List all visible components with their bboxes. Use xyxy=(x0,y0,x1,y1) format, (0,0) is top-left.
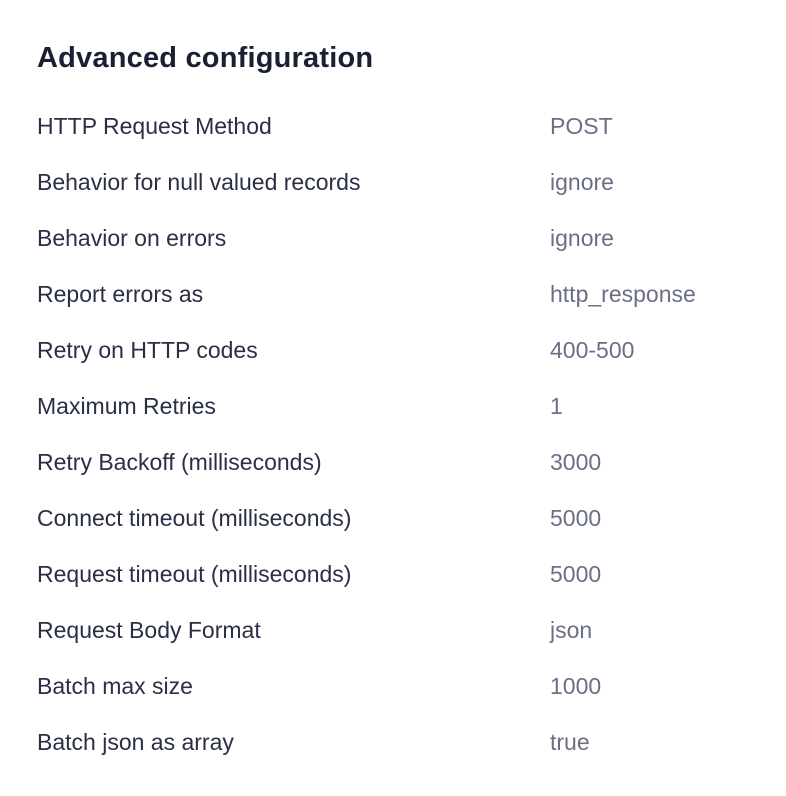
config-row-label: Behavior for null valued records xyxy=(37,169,361,195)
config-row-label: Batch max size xyxy=(37,673,193,699)
config-row: Behavior for null valued records ignore xyxy=(37,154,756,210)
config-row: HTTP Request Method POST xyxy=(37,98,756,154)
config-row-label: Behavior on errors xyxy=(37,225,227,251)
config-row: Batch max size 1000 xyxy=(37,658,756,714)
advanced-configuration-panel: Advanced configuration HTTP Request Meth… xyxy=(37,42,756,770)
config-row-value: 5000 xyxy=(550,505,602,531)
section-title: Advanced configuration xyxy=(37,42,374,74)
config-row-value: 3000 xyxy=(550,449,602,475)
config-row: Retry on HTTP codes 400-500 xyxy=(37,322,756,378)
config-row-label: Maximum Retries xyxy=(37,393,216,419)
config-row-label: Request Body Format xyxy=(37,617,261,643)
config-row-label: Request timeout (milliseconds) xyxy=(37,561,352,587)
config-row-value: 5000 xyxy=(550,561,602,587)
config-row-label: Batch json as array xyxy=(37,729,234,755)
config-row-value: ignore xyxy=(550,225,614,251)
config-row-value: 1 xyxy=(550,393,563,419)
config-row-value: json xyxy=(550,617,593,643)
config-row: Behavior on errors ignore xyxy=(37,210,756,266)
config-row-value: ignore xyxy=(550,169,614,195)
config-row-label: Connect timeout (milliseconds) xyxy=(37,505,352,531)
config-list: HTTP Request Method POST Behavior for null… xyxy=(37,98,756,770)
config-row-value: 400-500 xyxy=(550,337,635,363)
config-row-label: Retry on HTTP codes xyxy=(37,337,258,363)
config-row-label: Report errors as xyxy=(37,281,204,307)
config-row: Request timeout (milliseconds) 5000 xyxy=(37,546,756,602)
config-row-label: Retry Backoff (milliseconds) xyxy=(37,449,322,475)
config-row: Maximum Retries 1 xyxy=(37,378,756,434)
config-row: Retry Backoff (milliseconds) 3000 xyxy=(37,434,756,490)
config-row: Report errors as http_response xyxy=(37,266,756,322)
config-row-value: true xyxy=(550,729,590,755)
config-row-label: HTTP Request Method xyxy=(37,113,272,139)
config-row: Batch json as array true xyxy=(37,714,756,770)
config-row-value: POST xyxy=(550,113,613,139)
config-row: Request Body Format json xyxy=(37,602,756,658)
config-row-value: http_response xyxy=(550,281,696,307)
config-row: Connect timeout (milliseconds) 5000 xyxy=(37,490,756,546)
config-row-value: 1000 xyxy=(550,673,602,699)
